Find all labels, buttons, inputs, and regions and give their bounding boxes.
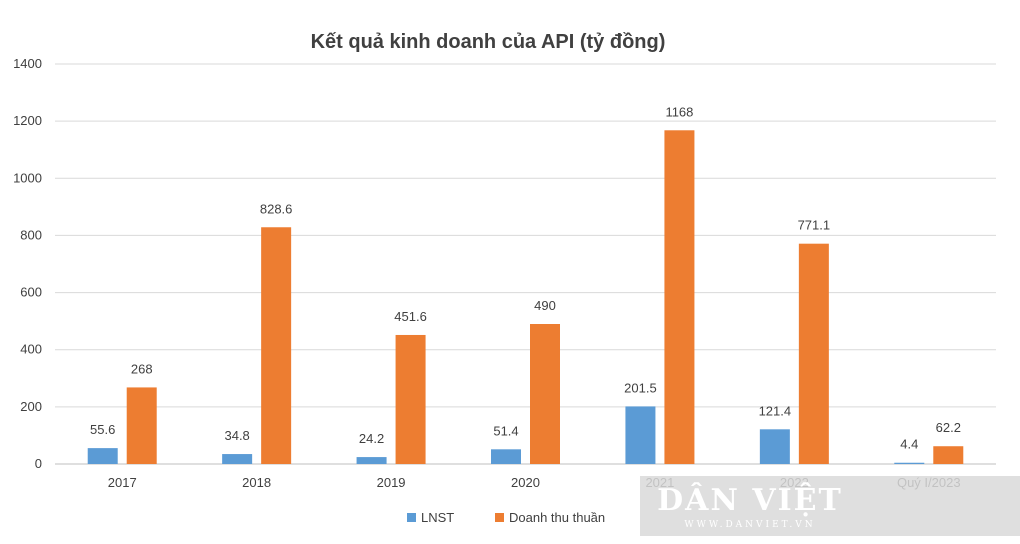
data-label-lnst: 34.8	[224, 428, 249, 443]
watermark-background	[640, 476, 1020, 536]
y-tick-label: 1000	[13, 170, 42, 185]
bar-doanh-thu	[126, 387, 157, 464]
y-tick-label: 600	[20, 285, 42, 300]
legend-swatch	[407, 513, 416, 522]
watermark-url: WWW.DANVIET.VN	[684, 520, 815, 530]
data-label-doanh-thu: 828.6	[260, 201, 293, 216]
bar-doanh-thu	[664, 130, 695, 465]
bar-doanh-thu	[530, 324, 560, 464]
bar-lnst	[894, 462, 925, 464]
x-tick-label: 2019	[377, 475, 406, 490]
x-tick-label: 2017	[108, 475, 137, 490]
y-tick-label: 200	[20, 399, 42, 414]
x-tick-label: 2018	[242, 475, 271, 490]
chart-title: Kết quả kinh doanh của API (tỷ đồng)	[311, 31, 666, 53]
data-label-lnst: 121.4	[759, 403, 792, 418]
legend: LNST Doanh thu thuần	[407, 510, 605, 525]
data-label-doanh-thu: 268	[131, 361, 153, 376]
bar-doanh-thu	[933, 446, 964, 464]
watermark: DÂN VIỆT WWW.DANVIET.VN	[640, 476, 1020, 536]
y-tick-label: 400	[20, 342, 42, 357]
data-label-lnst: 51.4	[493, 423, 518, 438]
data-label-doanh-thu: 451.6	[394, 309, 427, 324]
legend-swatch	[495, 513, 504, 522]
data-labels: 55.6 268 34.8 828.6 24.2 451.6 51.4 490 201.5 116…	[90, 104, 961, 451]
gridlines	[55, 63, 996, 465]
data-label-lnst: 201.5	[624, 380, 657, 395]
bar-lnst	[625, 406, 656, 464]
bar-lnst	[491, 449, 521, 464]
data-label-doanh-thu: 62.2	[936, 420, 961, 435]
legend-label: LNST	[421, 510, 454, 525]
bar-doanh-thu	[395, 334, 426, 464]
data-label-doanh-thu: 490	[534, 298, 556, 313]
bar-doanh-thu	[798, 243, 829, 464]
data-label-lnst: 4.4	[900, 437, 918, 452]
bar-lnst	[356, 457, 387, 464]
data-label-lnst: 55.6	[90, 422, 115, 437]
bar-lnst	[87, 448, 118, 464]
data-label-doanh-thu: 1168	[665, 104, 693, 119]
y-tick-label: 0	[35, 456, 42, 471]
watermark-brand: DÂN VIỆT	[657, 482, 843, 518]
y-axis: 0 200 400 600 800 1000 1200 1400	[13, 56, 42, 471]
bar-doanh-thu	[261, 227, 292, 464]
data-label-lnst: 24.2	[359, 431, 384, 446]
y-tick-label: 1200	[13, 113, 42, 128]
legend-label: Doanh thu thuần	[509, 510, 605, 525]
bars	[87, 130, 964, 465]
y-tick-label: 800	[20, 227, 42, 242]
bar-lnst	[759, 429, 790, 464]
bar-lnst	[222, 454, 253, 464]
data-label-doanh-thu: 771.1	[798, 218, 831, 233]
y-tick-label: 1400	[13, 56, 42, 71]
x-tick-label: 2020	[511, 475, 540, 490]
